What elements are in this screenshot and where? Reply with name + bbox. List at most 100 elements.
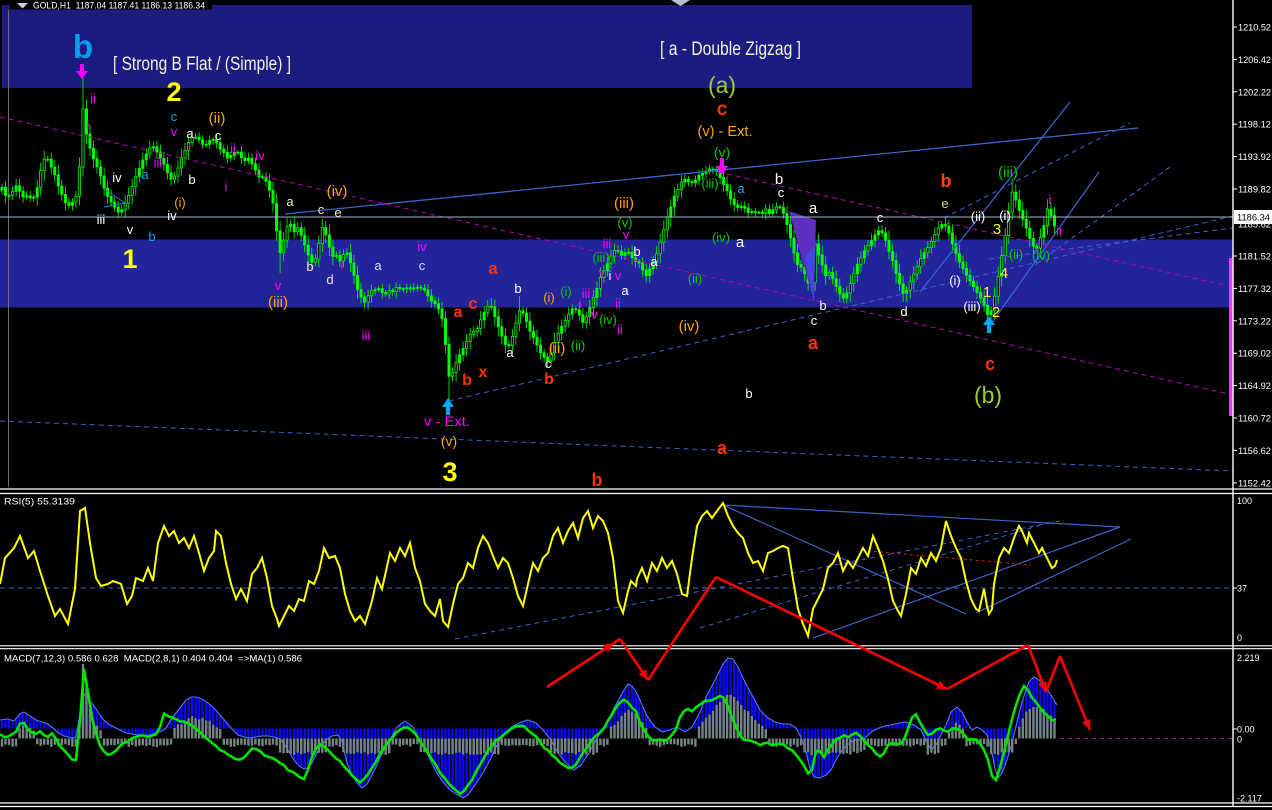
svg-text:(a): (a) xyxy=(708,72,736,98)
svg-text:c: c xyxy=(811,313,818,328)
svg-text:a: a xyxy=(186,126,194,141)
svg-text:(iv): (iv) xyxy=(599,312,617,327)
svg-text:(v): (v) xyxy=(617,215,632,230)
svg-text:(v): (v) xyxy=(714,144,730,160)
svg-text:iv: iv xyxy=(588,307,598,322)
svg-text:ii: ii xyxy=(230,141,236,156)
svg-text:(iv): (iv) xyxy=(1032,248,1050,263)
svg-text:(i): (i) xyxy=(949,273,961,288)
svg-text:a: a xyxy=(506,345,514,360)
svg-text:a: a xyxy=(736,234,745,251)
svg-text:i: i xyxy=(87,117,90,132)
svg-text:a: a xyxy=(650,254,658,269)
svg-text:a: a xyxy=(717,438,728,458)
svg-text:1164.92: 1164.92 xyxy=(1238,381,1271,391)
svg-text:1: 1 xyxy=(122,244,137,274)
svg-text:b: b xyxy=(73,28,93,65)
svg-text:c: c xyxy=(171,109,178,124)
svg-text:0.00: 0.00 xyxy=(1237,725,1255,735)
svg-text:(iii): (iii) xyxy=(268,294,288,311)
svg-text:b: b xyxy=(544,371,554,388)
svg-text:1206.42: 1206.42 xyxy=(1238,55,1271,65)
svg-text:i: i xyxy=(225,179,228,194)
svg-text:(ii): (ii) xyxy=(688,271,702,286)
svg-text:(iii): (iii) xyxy=(963,299,980,314)
svg-text:i: i xyxy=(341,257,344,272)
svg-text:c: c xyxy=(778,185,785,200)
svg-text:(ii): (ii) xyxy=(549,340,566,357)
svg-text:1160.72: 1160.72 xyxy=(1238,414,1271,424)
svg-text:i: i xyxy=(1049,192,1052,207)
svg-text:iii: iii xyxy=(97,212,106,227)
svg-text:1181.52: 1181.52 xyxy=(1238,252,1271,262)
svg-text:v: v xyxy=(599,265,606,280)
svg-text:a: a xyxy=(488,259,498,278)
svg-text:1177.32: 1177.32 xyxy=(1238,284,1271,294)
svg-text:e: e xyxy=(334,205,341,220)
svg-text:3: 3 xyxy=(442,457,457,487)
svg-text:x: x xyxy=(479,364,488,381)
svg-text:b: b xyxy=(188,172,195,187)
svg-text:iv: iv xyxy=(255,148,265,163)
svg-text:(b): (b) xyxy=(974,382,1002,408)
svg-text:c: c xyxy=(985,354,995,374)
svg-text:(iii): (iii) xyxy=(592,250,609,265)
svg-text:(v): (v) xyxy=(441,433,457,449)
svg-text:(i): (i) xyxy=(560,284,572,299)
svg-text:b: b xyxy=(462,372,472,389)
svg-text:iii: iii xyxy=(362,328,371,343)
svg-text:(v) - Ext.: (v) - Ext. xyxy=(698,123,753,140)
svg-text:ii: ii xyxy=(617,322,623,337)
svg-text:v: v xyxy=(127,222,134,237)
svg-text:37: 37 xyxy=(1237,584,1247,594)
svg-text:iv: iv xyxy=(167,208,177,223)
svg-text:(iv): (iv) xyxy=(679,318,700,335)
svg-text:b: b xyxy=(745,386,752,401)
svg-text:(i): (i) xyxy=(174,195,186,210)
svg-text:v: v xyxy=(275,278,282,293)
svg-text:(iii): (iii) xyxy=(701,176,718,191)
svg-text:c: c xyxy=(877,210,884,225)
svg-text:100: 100 xyxy=(1237,496,1252,506)
svg-text:3: 3 xyxy=(993,221,1001,238)
svg-text:b: b xyxy=(775,171,783,188)
svg-text:b: b xyxy=(941,171,952,191)
svg-text:c: c xyxy=(468,294,477,313)
svg-text:ii: ii xyxy=(1056,223,1062,238)
svg-text:iii: iii xyxy=(582,286,591,301)
svg-text:GOLD,H1 1187.04 1187.41 1186.: GOLD,H1 1187.04 1187.41 1186.13 1186.34 xyxy=(33,1,205,11)
svg-text:1185.62: 1185.62 xyxy=(1238,220,1271,230)
svg-text:[ Strong B Flat / (Simple) ]: [ Strong B Flat / (Simple) ] xyxy=(113,54,291,75)
svg-text:1186.34: 1186.34 xyxy=(1237,213,1270,224)
svg-text:d: d xyxy=(900,304,907,319)
svg-text:a: a xyxy=(286,194,294,209)
svg-text:0: 0 xyxy=(1237,633,1242,643)
svg-text:(i): (i) xyxy=(543,290,555,305)
svg-text:2: 2 xyxy=(166,77,181,107)
svg-text:2.219: 2.219 xyxy=(1237,653,1260,663)
svg-text:v: v xyxy=(171,124,178,139)
svg-text:b: b xyxy=(148,229,155,244)
svg-text:v: v xyxy=(623,227,630,242)
svg-text:1202.22: 1202.22 xyxy=(1238,87,1271,97)
svg-text:0: 0 xyxy=(1237,735,1242,745)
svg-text:c: c xyxy=(545,356,552,371)
svg-text:(ii): (ii) xyxy=(209,110,226,127)
svg-text:1193.92: 1193.92 xyxy=(1238,152,1271,162)
svg-text:1: 1 xyxy=(983,284,991,301)
svg-text:-2.117: -2.117 xyxy=(1237,794,1262,804)
svg-text:(i): (i) xyxy=(999,208,1011,223)
svg-text:b: b xyxy=(819,298,826,313)
svg-text:b: b xyxy=(514,281,521,296)
svg-text:2: 2 xyxy=(992,304,1000,321)
svg-text:a: a xyxy=(621,283,629,298)
svg-text:1173.22: 1173.22 xyxy=(1238,316,1271,326)
svg-text:i: i xyxy=(609,268,612,283)
svg-text:a: a xyxy=(737,181,745,196)
svg-text:e: e xyxy=(941,196,948,211)
svg-text:RSI(5) 55.3139: RSI(5) 55.3139 xyxy=(4,497,75,507)
svg-text:b: b xyxy=(592,470,603,490)
svg-text:iii: iii xyxy=(154,155,163,170)
svg-text:b: b xyxy=(306,259,313,274)
svg-text:a: a xyxy=(808,333,819,353)
